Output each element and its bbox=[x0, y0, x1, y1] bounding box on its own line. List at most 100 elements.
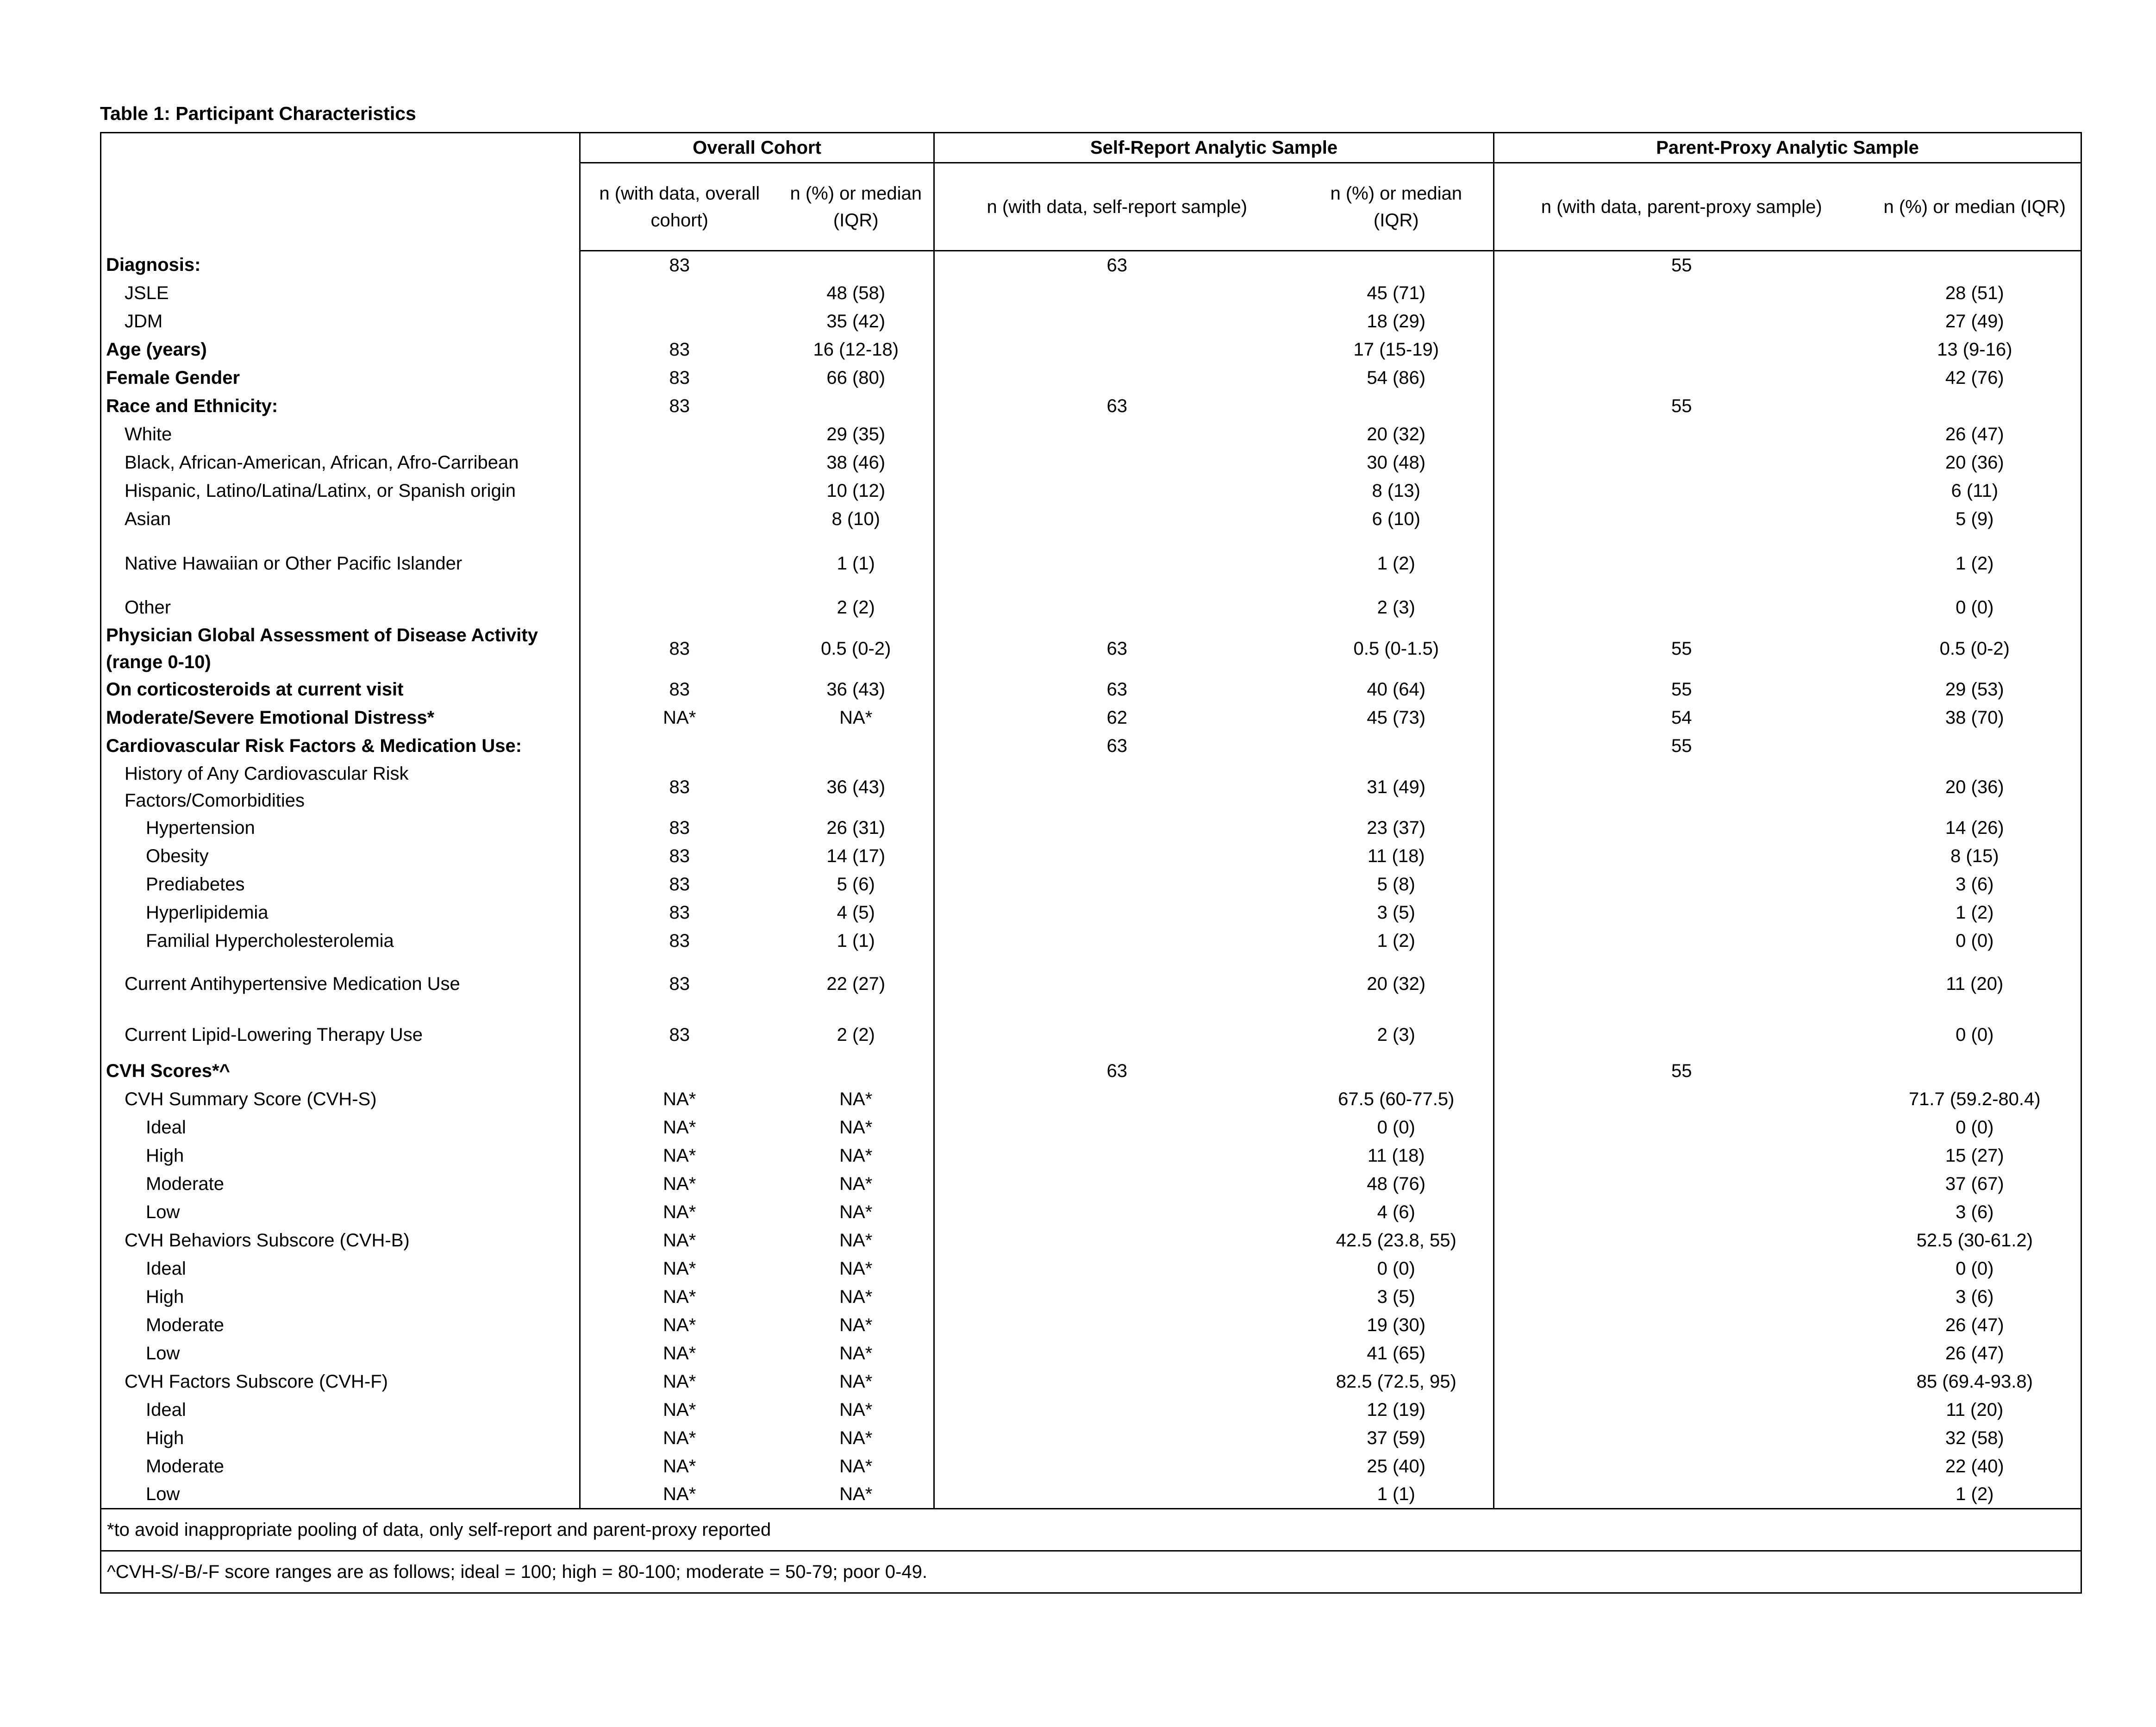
cell: 38 (46) bbox=[826, 452, 886, 473]
cell bbox=[1493, 1085, 1869, 1114]
cell: 83 bbox=[579, 813, 779, 842]
cell: NA* bbox=[579, 1424, 779, 1452]
cell bbox=[933, 898, 1300, 927]
cell: NA* bbox=[579, 703, 779, 732]
row-label: Hypertension bbox=[146, 818, 255, 838]
cell: 25 (40) bbox=[1367, 1456, 1426, 1477]
cell: NA* bbox=[839, 707, 873, 728]
table-row: Native Hawaiian or Other Pacific Islande… bbox=[101, 533, 2081, 594]
cell: 20 (36) bbox=[1945, 776, 2004, 797]
cell bbox=[1493, 1395, 1869, 1424]
cell: 17 (15-19) bbox=[1353, 339, 1439, 360]
cell: NA* bbox=[839, 1400, 873, 1420]
cell: 1 (2) bbox=[1377, 931, 1415, 951]
cell: NA* bbox=[839, 1315, 873, 1335]
cell: 8 (15) bbox=[1950, 846, 1999, 866]
table-row: Cardiovascular Risk Factors & Medication… bbox=[101, 732, 2081, 760]
cell: 11 (20) bbox=[1946, 1400, 2004, 1420]
cell: 36 (43) bbox=[826, 679, 886, 700]
cell bbox=[1493, 842, 1869, 870]
cell: 0 (0) bbox=[1956, 1117, 1994, 1138]
cell bbox=[933, 1085, 1300, 1114]
cell bbox=[933, 476, 1300, 505]
cell: 23 (37) bbox=[1367, 818, 1426, 838]
group-header-row: Overall Cohort Self-Report Analytic Samp… bbox=[100, 132, 2081, 251]
cell: NA* bbox=[839, 1258, 873, 1279]
cell: NA* bbox=[839, 1287, 873, 1307]
cell: 2 (2) bbox=[837, 1025, 875, 1045]
cell bbox=[1493, 1113, 1869, 1142]
cell: 26 (47) bbox=[1945, 1343, 2004, 1364]
cell: 4 (6) bbox=[1377, 1202, 1415, 1222]
cell bbox=[579, 505, 779, 533]
cell: 83 bbox=[579, 621, 779, 676]
row-label: Cardiovascular Risk Factors & Medication… bbox=[106, 736, 522, 756]
cell: 83 bbox=[579, 363, 779, 392]
cell bbox=[779, 732, 934, 760]
subcol-header-parentproxy-value: n (%) or median (IQR) bbox=[1869, 163, 2081, 251]
cell bbox=[933, 870, 1300, 899]
cell: 1 (1) bbox=[837, 931, 875, 951]
cell bbox=[933, 1395, 1300, 1424]
cell bbox=[579, 279, 779, 307]
cell bbox=[933, 1339, 1300, 1368]
cell bbox=[1493, 1254, 1869, 1283]
cell: 48 (76) bbox=[1367, 1174, 1426, 1194]
cell: 12 (19) bbox=[1367, 1400, 1426, 1420]
cell: 67.5 (60-77.5) bbox=[1338, 1089, 1455, 1109]
cell: 0 (0) bbox=[1377, 1117, 1415, 1138]
cell: 36 (43) bbox=[826, 776, 886, 797]
cell: 11 (18) bbox=[1367, 846, 1425, 866]
cell: 2 (3) bbox=[1377, 597, 1415, 618]
cell: 83 bbox=[579, 1013, 779, 1057]
cell bbox=[933, 533, 1300, 594]
table-row: Ideal NA* NA* 12 (19) 11 (20) bbox=[101, 1395, 2081, 1424]
row-label: Moderate/Severe Emotional Distress* bbox=[106, 707, 435, 728]
table-row: Moderate/Severe Emotional Distress* NA* NA… bbox=[101, 703, 2081, 732]
cell bbox=[1493, 533, 1869, 594]
cell: 28 (51) bbox=[1945, 283, 2004, 303]
cell: 6 (10) bbox=[1372, 509, 1421, 529]
table-row: Familial Hypercholesterolemia 83 1 (1) 1 (2… bbox=[101, 926, 2081, 955]
row-label: Low bbox=[146, 1343, 180, 1364]
cell bbox=[1493, 1424, 1869, 1452]
col-group-self-report: Self-Report Analytic Sample bbox=[933, 132, 1494, 163]
cell: NA* bbox=[839, 1371, 873, 1392]
cell bbox=[933, 335, 1300, 364]
cell bbox=[1300, 1057, 1494, 1085]
table-row: Obesity 83 14 (17) 11 (18) 8 (15) bbox=[101, 842, 2081, 870]
table-row: CVH Scores*^ 63 55 bbox=[101, 1057, 2081, 1085]
table-row: JSLE 48 (58) 45 (71) 28 (51) bbox=[101, 279, 2081, 307]
table-row: Asian 8 (10) 6 (10) 5 (9) bbox=[101, 505, 2081, 533]
cell: 18 (29) bbox=[1367, 311, 1426, 332]
cell: 1 (1) bbox=[1377, 1484, 1415, 1505]
cell bbox=[1493, 593, 1869, 622]
cell bbox=[1493, 813, 1869, 842]
cell bbox=[933, 1452, 1300, 1481]
cell bbox=[933, 279, 1300, 307]
cell bbox=[1493, 1283, 1869, 1311]
cell: 40 (64) bbox=[1367, 679, 1426, 700]
participant-characteristics-table: Overall Cohort Self-Report Analytic Samp… bbox=[100, 132, 2082, 1594]
cell bbox=[1493, 760, 1869, 814]
table-row: Physician Global Assessment of Disease A… bbox=[101, 621, 2081, 676]
cell: 0 (0) bbox=[1956, 1258, 1994, 1279]
cell bbox=[933, 1480, 1300, 1509]
row-label: Asian bbox=[125, 509, 171, 529]
cell bbox=[933, 1170, 1300, 1198]
table-row: Moderate NA* NA* 48 (76) 37 (67) bbox=[101, 1170, 2081, 1198]
row-label: Diagnosis: bbox=[106, 255, 201, 275]
row-label: Moderate bbox=[146, 1456, 224, 1477]
row-label: On corticosteroids at current visit bbox=[106, 679, 404, 700]
cell: 0.5 (0-2) bbox=[821, 638, 891, 659]
table-row: Low NA* NA* 4 (6) 3 (6) bbox=[101, 1198, 2081, 1226]
cell bbox=[1493, 1013, 1869, 1057]
subcol-header-selfreport-value: n (%) or median (IQR) bbox=[1299, 163, 1494, 251]
cell: 3 (5) bbox=[1377, 902, 1415, 923]
cell bbox=[1493, 1198, 1869, 1226]
table-row: CVH Summary Score (CVH-S) NA* NA* 67.5 (60-… bbox=[101, 1085, 2081, 1114]
cell: 83 bbox=[579, 760, 779, 814]
row-label: Obesity bbox=[146, 846, 209, 866]
cell: 29 (53) bbox=[1945, 679, 2004, 700]
cell: NA* bbox=[579, 1170, 779, 1198]
